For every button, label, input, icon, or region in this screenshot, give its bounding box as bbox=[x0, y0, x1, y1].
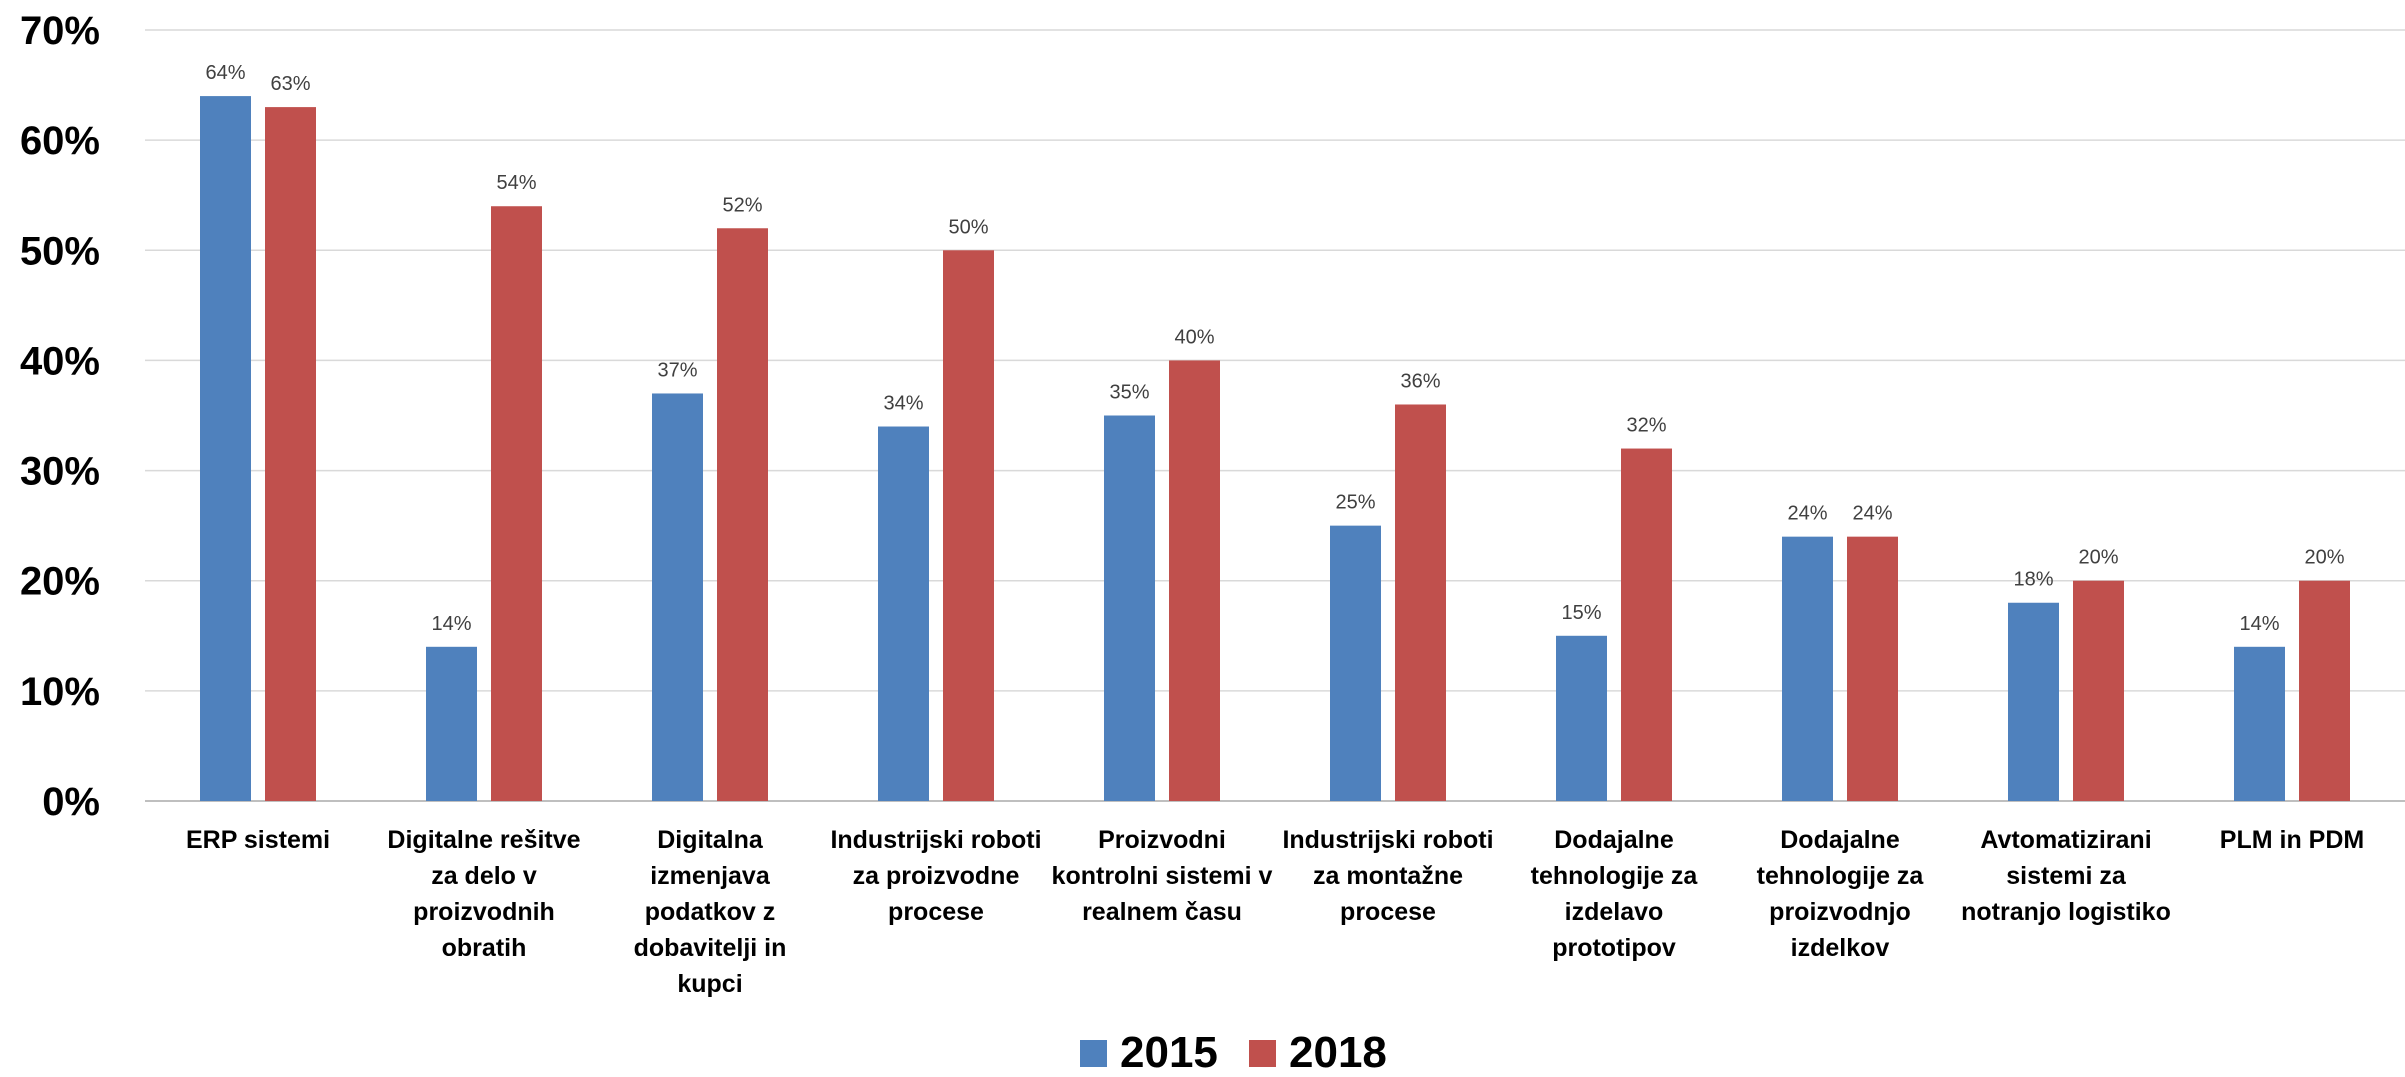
y-tick-label: 40% bbox=[20, 339, 100, 383]
category-label: za proizvodne bbox=[853, 862, 1020, 890]
category-label: realnem času bbox=[1082, 898, 1242, 926]
bar-2015-3 bbox=[878, 426, 929, 801]
data-label: 32% bbox=[1626, 415, 1666, 437]
data-label: 34% bbox=[883, 393, 923, 415]
bar-2015-9 bbox=[2234, 646, 2285, 801]
category-label: za montažne bbox=[1313, 862, 1463, 890]
category-label: izmenjava bbox=[650, 862, 771, 890]
bars bbox=[200, 96, 2350, 802]
category-label: izdelavo bbox=[1565, 898, 1664, 926]
bar-2018-3 bbox=[943, 250, 994, 802]
data-label: 54% bbox=[496, 172, 536, 194]
y-tick-label: 20% bbox=[20, 560, 100, 604]
bar-2018-4 bbox=[1169, 360, 1220, 801]
bar-2018-7 bbox=[1847, 536, 1898, 801]
category-label: dobavitelji in bbox=[634, 934, 787, 962]
bar-2015-6 bbox=[1556, 635, 1607, 801]
bar-2018-9 bbox=[2299, 580, 2350, 801]
data-label: 15% bbox=[1561, 602, 1601, 624]
gridlines bbox=[145, 29, 2405, 802]
category-label: proizvodnjo bbox=[1769, 898, 1911, 926]
legend-label-2018: 2018 bbox=[1289, 1028, 1387, 1072]
category-label: Digitalna bbox=[657, 826, 764, 854]
data-label: 64% bbox=[205, 62, 245, 84]
bar-2018-2 bbox=[717, 228, 768, 801]
y-tick-label: 60% bbox=[20, 119, 100, 163]
y-tick-label: 30% bbox=[20, 450, 100, 494]
data-label: 14% bbox=[431, 613, 471, 635]
data-label: 50% bbox=[948, 216, 988, 238]
bar-2018-1 bbox=[491, 206, 542, 801]
legend-swatch-2018 bbox=[1249, 1040, 1276, 1067]
bar-2015-1 bbox=[426, 646, 477, 801]
data-label: 25% bbox=[1335, 492, 1375, 514]
category-label: obratih bbox=[442, 934, 527, 962]
category-label: procese bbox=[888, 898, 984, 926]
data-label: 14% bbox=[2239, 613, 2279, 635]
data-label: 18% bbox=[2013, 569, 2053, 591]
category-labels: ERP sistemi Digitalne rešitve za delo v pro… bbox=[186, 826, 2364, 998]
legend: 2015 2018 bbox=[1080, 1028, 1387, 1077]
category-label: izdelkov bbox=[1791, 934, 1890, 962]
category-label: kupci bbox=[677, 970, 742, 998]
category-label: proizvodnih bbox=[413, 898, 555, 926]
category-label: podatkov z bbox=[645, 898, 776, 926]
bar-2015-8 bbox=[2008, 602, 2059, 801]
data-label: 20% bbox=[2078, 547, 2118, 569]
data-labels: 64% 14% 37% 34% 35% 25% 15% 24% 18% 14% 63% 54% 52% 5… bbox=[205, 62, 2344, 635]
data-label: 35% bbox=[1109, 382, 1149, 404]
data-label: 40% bbox=[1174, 326, 1214, 348]
data-label: 24% bbox=[1852, 503, 1892, 525]
data-label: 20% bbox=[2304, 547, 2344, 569]
y-tick-label: 0% bbox=[42, 780, 100, 824]
category-label: sistemi za bbox=[2006, 862, 2127, 890]
category-label: notranjo logistiko bbox=[1961, 898, 2171, 926]
bar-2018-6 bbox=[1621, 448, 1672, 801]
category-label: za delo v bbox=[431, 862, 537, 890]
data-label: 24% bbox=[1787, 503, 1827, 525]
category-label: ERP sistemi bbox=[186, 826, 330, 854]
bar-2015-2 bbox=[652, 393, 703, 801]
data-label: 63% bbox=[270, 73, 310, 95]
bar-2018-5 bbox=[1395, 404, 1446, 801]
category-label: PLM in PDM bbox=[2220, 826, 2364, 854]
category-label: prototipov bbox=[1552, 934, 1676, 962]
bar-2015-5 bbox=[1330, 525, 1381, 801]
bar-2018-0 bbox=[265, 107, 316, 802]
data-label: 37% bbox=[657, 359, 697, 381]
category-label: Industrijski roboti bbox=[1282, 826, 1493, 854]
category-label: procese bbox=[1340, 898, 1436, 926]
data-label: 52% bbox=[722, 194, 762, 216]
category-label: Dodajalne bbox=[1780, 826, 1900, 854]
category-label: kontrolni sistemi v bbox=[1052, 862, 1273, 890]
data-label: 36% bbox=[1400, 370, 1440, 392]
category-label: Proizvodni bbox=[1098, 826, 1226, 854]
category-label: tehnologije za bbox=[1531, 862, 1699, 890]
y-tick-label: 50% bbox=[20, 229, 100, 273]
legend-label-2015: 2015 bbox=[1120, 1028, 1218, 1072]
category-label: tehnologije za bbox=[1757, 862, 1925, 890]
y-axis-tick-labels: 0% 10% 20% 30% 40% 50% 60% 70% bbox=[20, 9, 100, 824]
category-label: Dodajalne bbox=[1554, 826, 1674, 854]
bar-2015-7 bbox=[1782, 536, 1833, 801]
y-tick-label: 10% bbox=[20, 670, 100, 714]
y-tick-label: 70% bbox=[20, 9, 100, 53]
bar-2015-0 bbox=[200, 96, 251, 802]
category-label: Industrijski roboti bbox=[830, 826, 1041, 854]
category-label: Avtomatizirani bbox=[1980, 826, 2151, 854]
category-label: Digitalne rešitve bbox=[387, 826, 580, 854]
legend-swatch-2015 bbox=[1080, 1040, 1107, 1067]
bar-2018-8 bbox=[2073, 580, 2124, 801]
bar-2015-4 bbox=[1104, 415, 1155, 801]
